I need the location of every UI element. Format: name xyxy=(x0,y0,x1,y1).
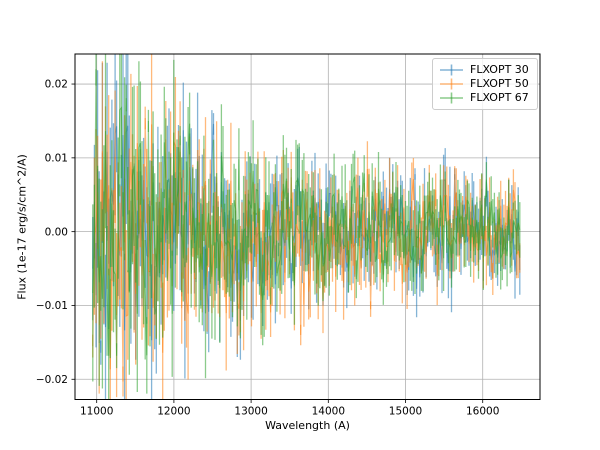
x-tick-label: 15000 xyxy=(389,406,422,418)
x-tick-label: 13000 xyxy=(234,406,267,418)
legend-label: FLXOPT 30 xyxy=(470,63,529,76)
x-tick-label: 11000 xyxy=(80,406,113,418)
legend: FLXOPT 30 FLXOPT 50 FLXOPT 67 xyxy=(432,58,538,110)
errorbar-symbol-icon xyxy=(440,92,463,104)
y-tick-label: 0.01 xyxy=(45,153,68,165)
x-tick-label: 12000 xyxy=(157,406,190,418)
y-tick-label: −0.02 xyxy=(36,374,68,386)
series-flxopt-50-line xyxy=(92,117,521,382)
plot-area xyxy=(92,54,521,400)
x-axis-label: Wavelength (A) xyxy=(265,419,350,432)
axes-frame xyxy=(74,53,541,400)
y-tick-label: 0.02 xyxy=(45,79,68,91)
y-tick-label: 0.00 xyxy=(45,226,68,238)
errorbar-symbol-icon xyxy=(440,64,463,76)
legend-item: FLXOPT 67 xyxy=(439,91,532,105)
legend-label: FLXOPT 50 xyxy=(470,77,529,90)
legend-item: FLXOPT 30 xyxy=(439,63,532,77)
errorbar-symbol-icon xyxy=(440,78,463,90)
y-tick-label: −0.01 xyxy=(36,300,68,312)
legend-label: FLXOPT 67 xyxy=(470,91,529,104)
x-tick-label: 14000 xyxy=(312,406,345,418)
x-tick-label: 16000 xyxy=(466,406,499,418)
legend-item: FLXOPT 50 xyxy=(439,77,532,91)
series-flxopt-67-line xyxy=(92,69,521,356)
y-axis-label: Flux (1e-17 erg/s/cm^2/A) xyxy=(15,154,29,300)
